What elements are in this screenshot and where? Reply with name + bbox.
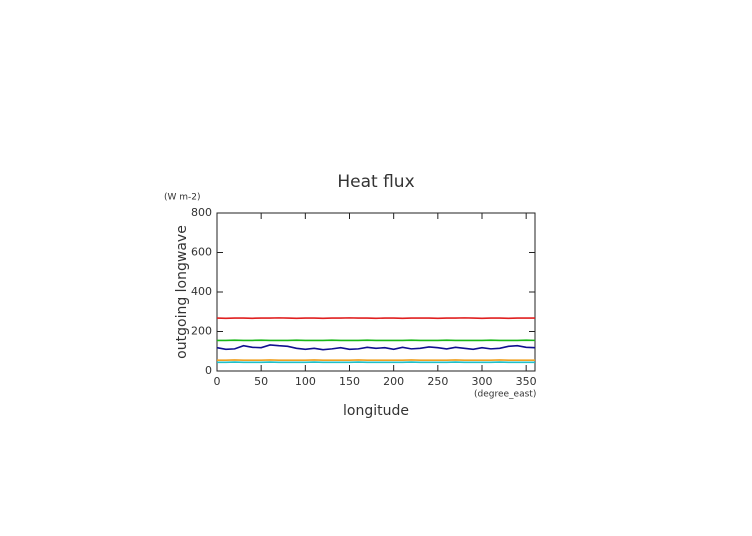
x-unit: (degree_east) <box>474 390 536 400</box>
y-tick-label: 800 <box>191 206 212 219</box>
x-tick-label: 0 <box>214 375 221 388</box>
y-tick-label: 0 <box>205 364 212 377</box>
series-line <box>217 345 535 350</box>
y-tick-label: 600 <box>191 246 212 259</box>
x-tick-label: 350 <box>516 375 537 388</box>
y-axis-label: outgoing longwave <box>174 225 190 359</box>
x-tick-label: 50 <box>254 375 268 388</box>
chart-title: Heat flux <box>337 172 414 192</box>
x-tick-label: 150 <box>339 375 360 388</box>
y-unit: (W m-2) <box>164 193 201 203</box>
x-tick-label: 200 <box>383 375 404 388</box>
y-tick-label: 200 <box>191 325 212 338</box>
y-tick-label: 400 <box>191 285 212 298</box>
x-tick-label: 100 <box>295 375 316 388</box>
x-axis-label: longitude <box>343 403 409 419</box>
x-tick-label: 300 <box>472 375 493 388</box>
x-tick-label: 250 <box>427 375 448 388</box>
